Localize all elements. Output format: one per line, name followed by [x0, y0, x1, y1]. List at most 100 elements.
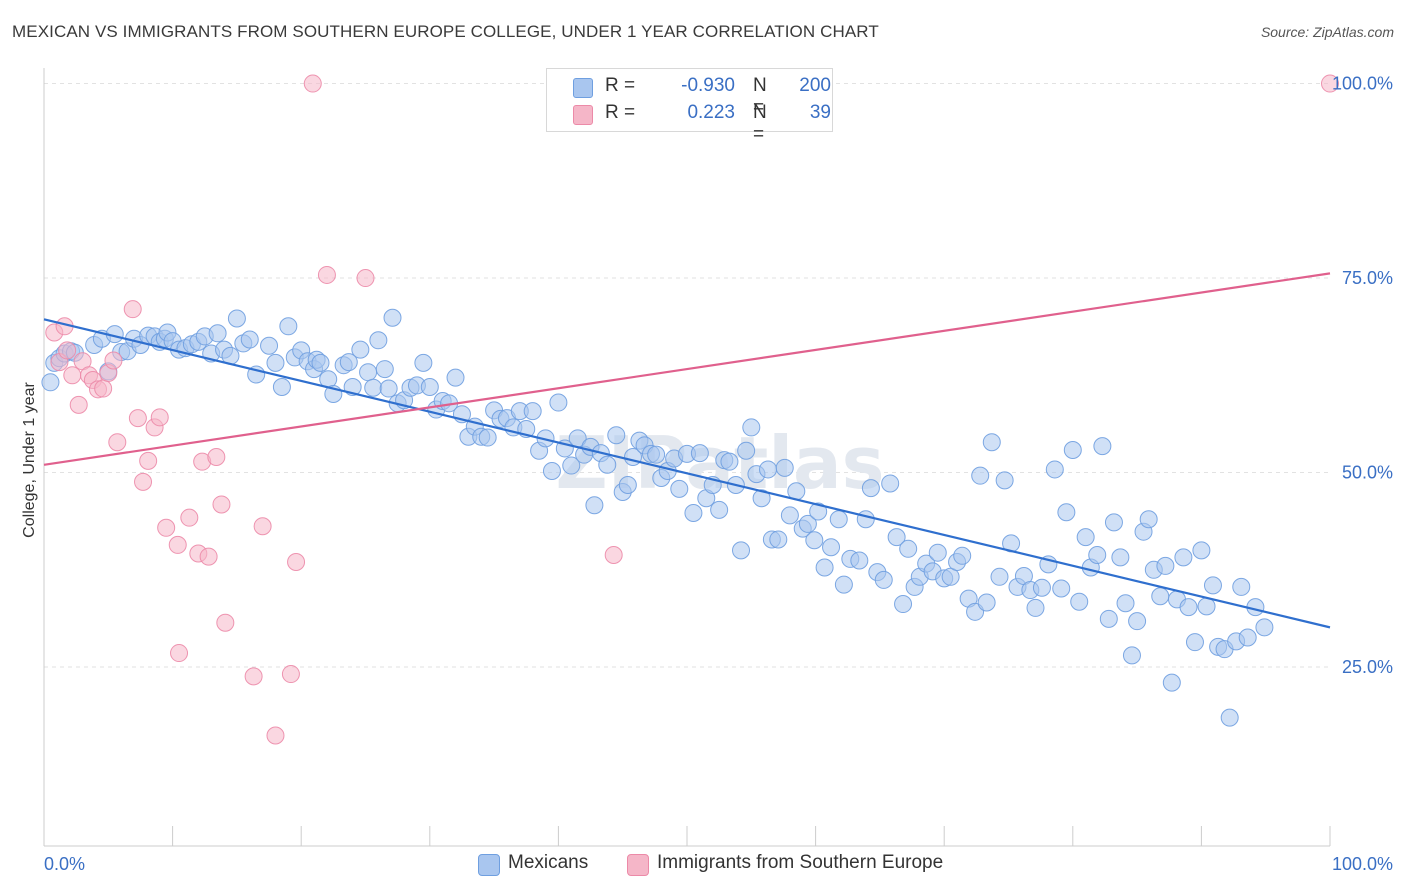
- southern-europe-point: [212, 495, 231, 514]
- mexicans-point: [1088, 546, 1107, 565]
- mexicans-point: [1063, 440, 1082, 459]
- mexicans-point: [798, 514, 817, 533]
- n-value: 200: [799, 75, 831, 96]
- chart-title: MEXICAN VS IMMIGRANTS FROM SOUTHERN EURO…: [12, 22, 879, 41]
- mexicans-legend-swatch: [478, 854, 500, 876]
- mexicans-point: [1057, 503, 1076, 522]
- mexicans-point: [1099, 609, 1118, 628]
- r-label: R =: [605, 102, 636, 123]
- mexicans-point: [351, 340, 370, 359]
- mexicans-point: [732, 541, 751, 560]
- southern-europe-point: [134, 472, 153, 491]
- southern-europe-trend-line: [43, 272, 1331, 466]
- southern-europe-point: [253, 517, 272, 536]
- southern-europe-point: [69, 395, 88, 414]
- mexicans-point: [549, 393, 568, 412]
- trend-layer: [43, 272, 1331, 629]
- labels-layer: 25.0% 50.0% 75.0% 100.0% 0.0% 100.0% College, …: [21, 74, 1393, 874]
- southern-europe-point: [180, 508, 199, 527]
- mexicans-point: [240, 330, 259, 349]
- southern-europe-point: [207, 448, 226, 466]
- mexicans-point: [1122, 646, 1141, 665]
- mexicans-point: [881, 474, 900, 493]
- mexicans-point: [780, 506, 799, 525]
- mexicans-point: [710, 500, 729, 519]
- southern-europe-point: [303, 74, 322, 93]
- mexicans-point: [379, 379, 398, 398]
- n-label: N =: [753, 75, 767, 118]
- mexicans-point: [775, 458, 794, 477]
- mexicans-point: [834, 575, 853, 594]
- r-label: R =: [605, 75, 636, 96]
- southern-europe-point: [281, 665, 300, 684]
- mexicans-point: [1197, 597, 1216, 616]
- mexicans-point: [1052, 579, 1071, 598]
- grid-layer: [44, 83, 1330, 668]
- mexicans-point: [369, 331, 388, 350]
- y-tick-label: 100.0%: [1332, 74, 1393, 94]
- mexicans-point: [684, 504, 703, 523]
- mexicans-point: [41, 373, 60, 392]
- southern-europe-point: [244, 667, 263, 686]
- southern-europe-point: [157, 518, 176, 537]
- stats-legend: R = -0.930 N = 200 R = 0.223 N = 39: [546, 68, 833, 145]
- southern-europe-point: [317, 265, 336, 284]
- southern-europe-legend-swatch: [627, 854, 649, 876]
- mexicans-point: [1116, 594, 1135, 613]
- mexicans-point: [856, 510, 875, 529]
- mexicans-point: [1156, 556, 1175, 575]
- y-tick-label: 75.0%: [1342, 268, 1393, 288]
- mexicans-point: [1185, 633, 1204, 652]
- mexicans-point: [1151, 587, 1170, 606]
- mexicans-point: [542, 462, 561, 481]
- mexicans-point: [1093, 437, 1112, 456]
- mexicans-point: [899, 539, 918, 558]
- mexicans-point: [311, 353, 330, 372]
- r-value: -0.930: [681, 75, 735, 96]
- southern-europe-point: [1321, 74, 1339, 93]
- southern-europe-point: [266, 726, 285, 745]
- mexicans-point: [759, 460, 778, 479]
- mexicans-point: [598, 455, 617, 474]
- mexicans-point: [1104, 513, 1123, 532]
- mexicans-point: [990, 567, 1009, 586]
- southern-europe-point: [123, 300, 142, 319]
- mexicans-point: [995, 471, 1014, 490]
- r-value: 0.223: [687, 102, 735, 123]
- mexicans-point: [1111, 548, 1130, 567]
- southern-europe-point: [287, 553, 306, 572]
- mexicans-point: [737, 441, 756, 460]
- mexicans-point: [375, 360, 394, 379]
- mexicans-point: [414, 353, 433, 372]
- mexicans-point: [874, 570, 893, 589]
- mexicans-point: [339, 353, 358, 372]
- mexicans-point: [1220, 708, 1239, 727]
- southern-europe-point: [108, 433, 127, 452]
- mexicans-point: [1203, 576, 1222, 595]
- y-tick-label: 25.0%: [1342, 657, 1393, 677]
- mexicans-point: [861, 479, 880, 498]
- n-label: N =: [753, 102, 767, 145]
- mexicans-point: [887, 528, 906, 547]
- southern-europe-swatch: [573, 105, 593, 125]
- y-axis-title: College, Under 1 year: [21, 382, 38, 538]
- mexicans-point: [446, 368, 465, 387]
- mexicans-point: [1026, 598, 1045, 617]
- mexicans-point: [1174, 548, 1193, 567]
- mexicans-point: [279, 317, 298, 336]
- mexicans-trend-line: [43, 318, 1331, 629]
- mexicans-point: [894, 595, 913, 614]
- mexicans-point: [227, 309, 246, 328]
- mexicans-point: [618, 476, 637, 495]
- mexicans-point: [523, 402, 542, 421]
- mexicans-point: [850, 551, 869, 570]
- mexicans-point: [670, 479, 689, 498]
- mexicans-swatch: [573, 78, 593, 98]
- mexicans-point: [272, 377, 291, 396]
- points-layer: [41, 74, 1339, 745]
- mexicans-point: [805, 531, 824, 550]
- southern-europe-point: [170, 644, 189, 663]
- mexicans-point: [1192, 541, 1211, 560]
- legend-label: Immigrants from Southern Europe: [657, 852, 944, 873]
- source-label: Source: ZipAtlas.com: [1260, 24, 1394, 40]
